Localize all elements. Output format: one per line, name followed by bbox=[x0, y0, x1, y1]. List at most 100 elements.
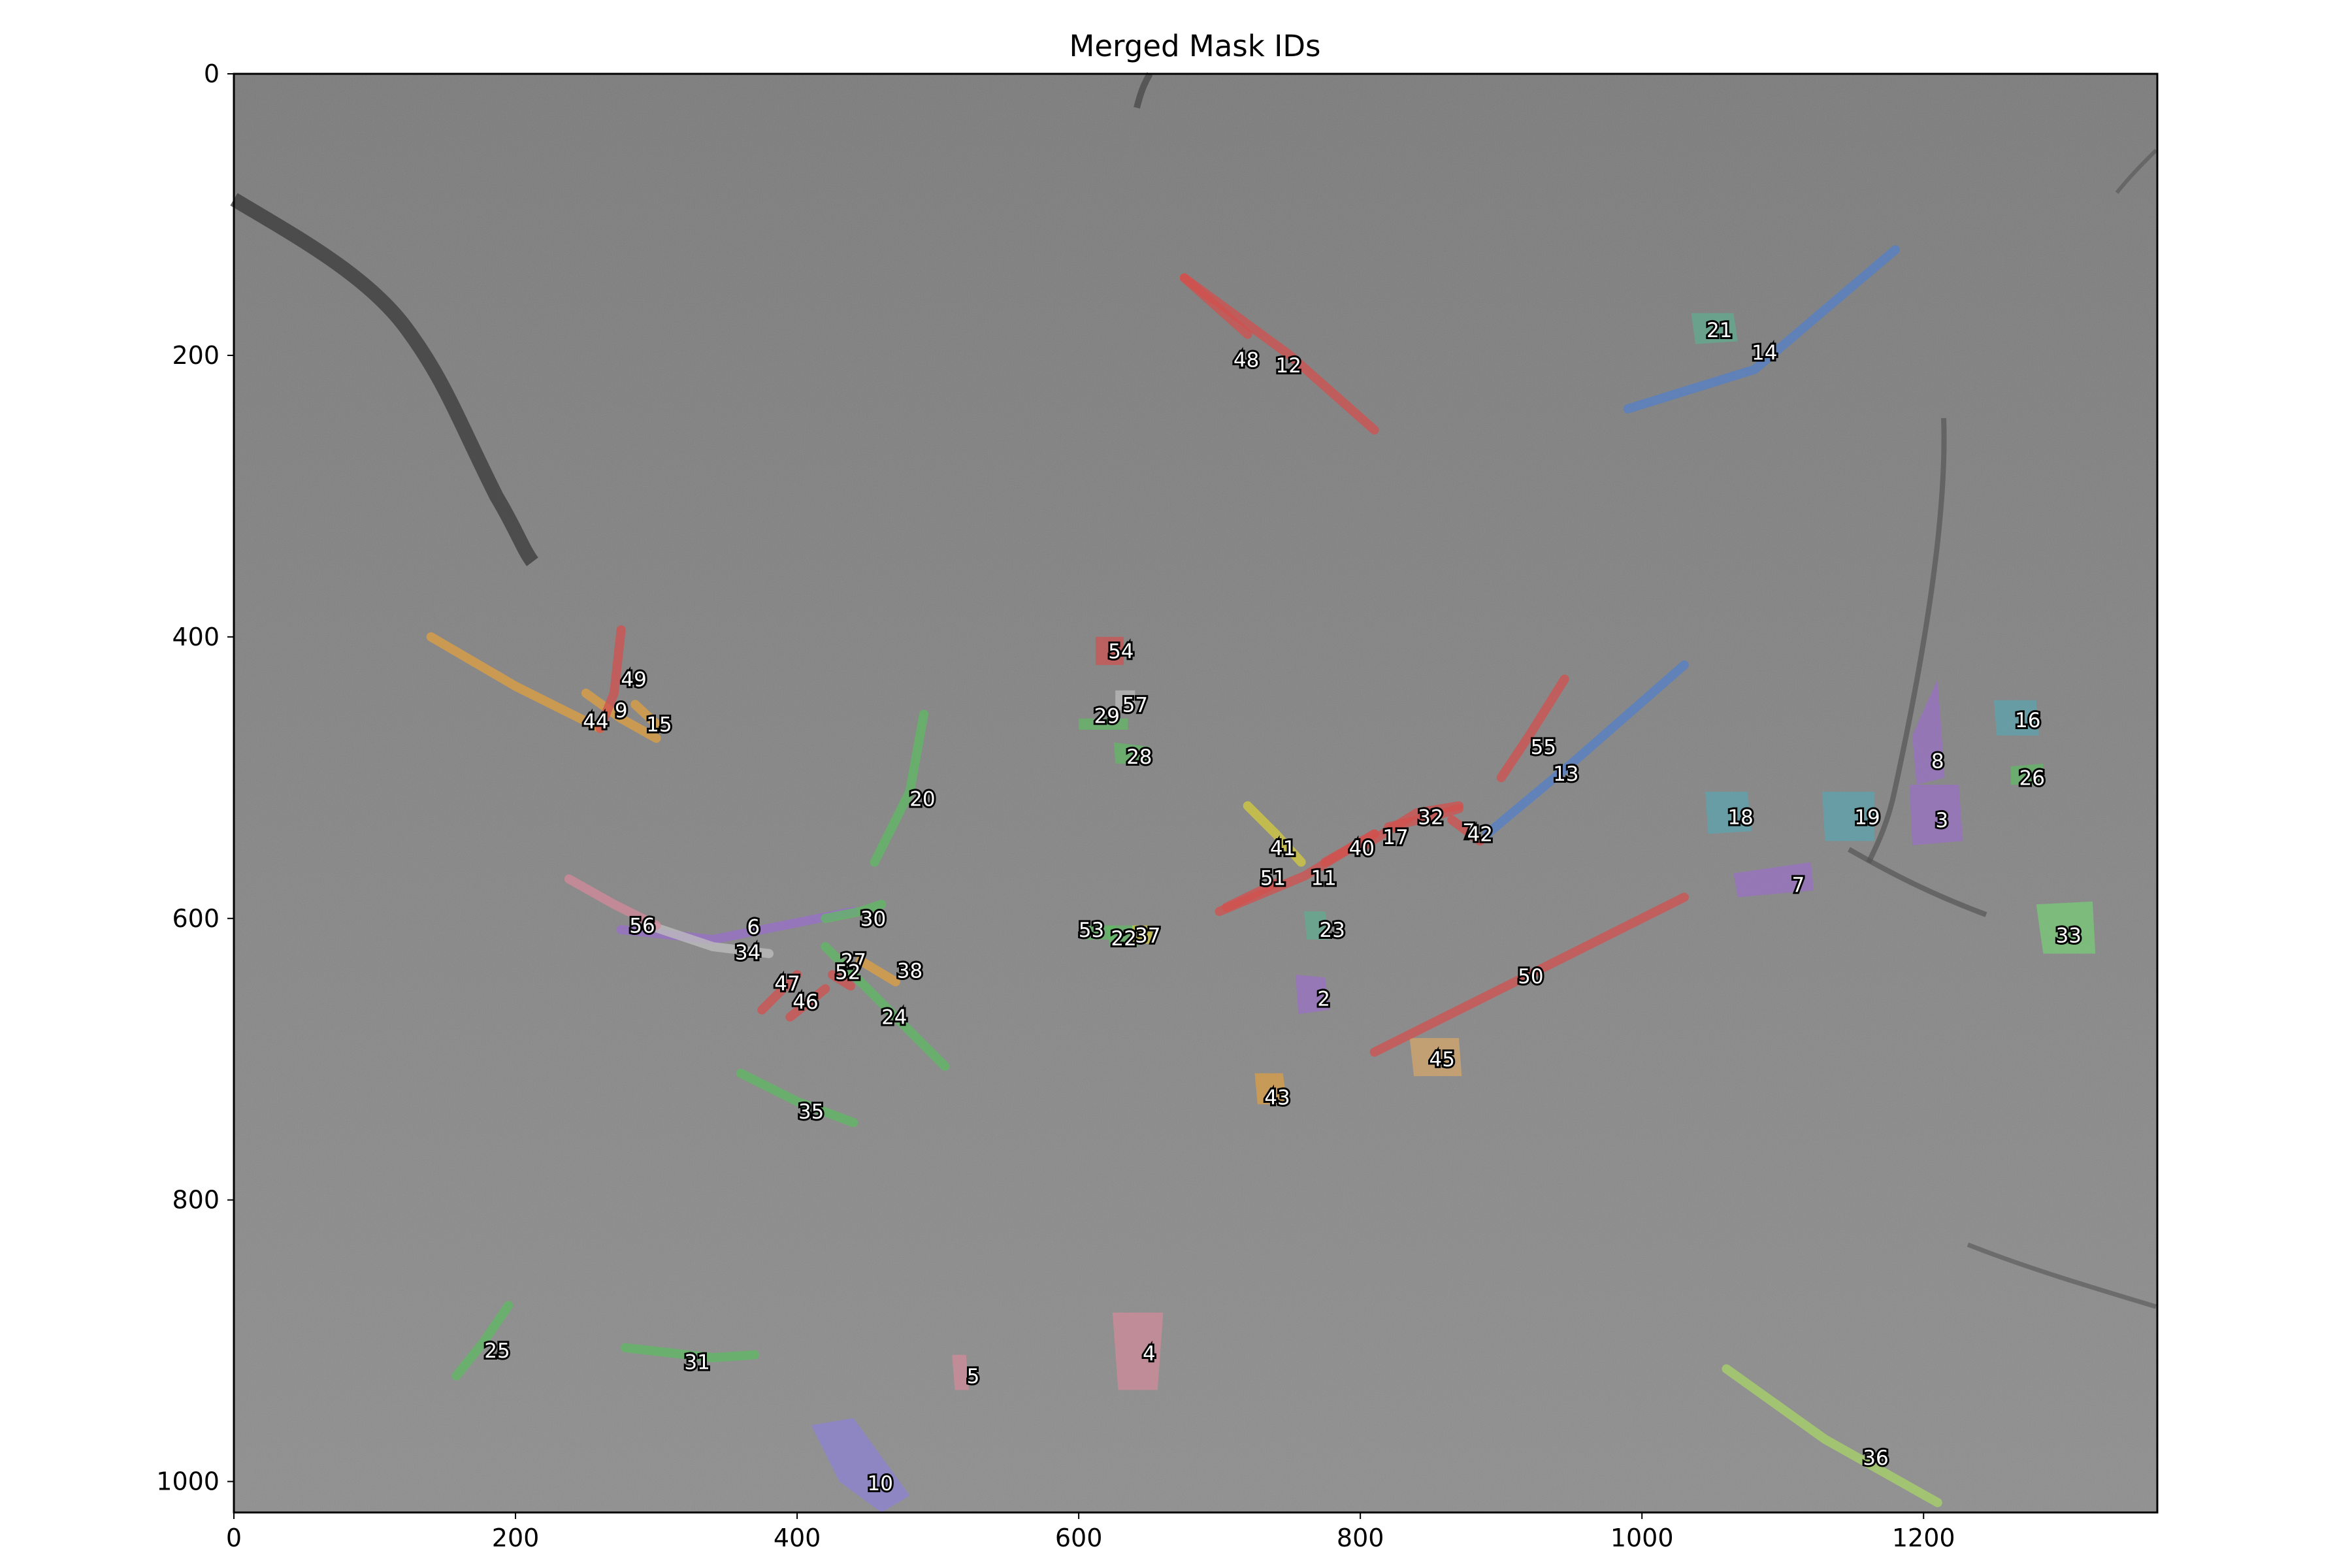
mask-34 bbox=[644, 921, 774, 958]
mask-label-31: 31 bbox=[684, 1351, 710, 1375]
mask-52 bbox=[828, 970, 855, 991]
y-tick-label: 200 bbox=[172, 341, 220, 370]
chart-title: Merged Mask IDs bbox=[1070, 29, 1321, 63]
mask-38 bbox=[856, 956, 900, 987]
mask-32 bbox=[1384, 804, 1463, 832]
mask-47 bbox=[757, 970, 802, 1015]
mask-label-38: 38 bbox=[897, 960, 923, 983]
mask-13 bbox=[1482, 660, 1689, 839]
x-tick-label: 400 bbox=[774, 1524, 821, 1552]
mask-21 bbox=[1691, 313, 1738, 344]
mask-label-41: 41 bbox=[1270, 837, 1296, 860]
mask-7 bbox=[1733, 862, 1814, 898]
mask-53 bbox=[1085, 925, 1114, 940]
mask-2 bbox=[1296, 974, 1330, 1015]
mask-label-14: 14 bbox=[1752, 342, 1777, 365]
mask-label-9: 9 bbox=[615, 699, 628, 723]
mask-label-8: 8 bbox=[1931, 749, 1944, 773]
mask-label-13: 13 bbox=[1553, 762, 1578, 786]
plot-frame bbox=[233, 73, 2159, 1514]
mask-label-6: 6 bbox=[747, 916, 760, 939]
mask-label-25: 25 bbox=[484, 1339, 510, 1363]
y-tick-label: 0 bbox=[204, 59, 220, 88]
mask-4 bbox=[1112, 1313, 1164, 1390]
mask-41 bbox=[1243, 801, 1306, 867]
mask-label-26: 26 bbox=[2019, 766, 2044, 790]
mask-label-44: 44 bbox=[583, 710, 608, 734]
mask-label-43: 43 bbox=[1264, 1086, 1290, 1109]
mask-46 bbox=[785, 984, 830, 1022]
background-fiber bbox=[230, 193, 538, 566]
mask-8 bbox=[1912, 679, 1945, 785]
mask-5 bbox=[952, 1354, 969, 1390]
mask-label-19: 19 bbox=[1854, 806, 1880, 830]
mask-label-28: 28 bbox=[1126, 745, 1152, 769]
y-tick-label: 400 bbox=[172, 623, 220, 651]
mask-label-33: 33 bbox=[2055, 924, 2081, 948]
x-tick-label: 1000 bbox=[1610, 1524, 1674, 1552]
mask-24 bbox=[849, 970, 950, 1071]
mask-30 bbox=[821, 900, 887, 923]
mask-layer bbox=[426, 245, 2096, 1512]
mask-37 bbox=[1132, 925, 1152, 944]
mask-22 bbox=[1107, 925, 1138, 947]
mask-20 bbox=[870, 710, 928, 867]
mask-35 bbox=[736, 1068, 858, 1128]
background-fiber bbox=[1134, 72, 1153, 109]
mask-55 bbox=[1496, 674, 1569, 783]
mask-15 bbox=[630, 700, 661, 729]
mask-25 bbox=[451, 1301, 514, 1380]
mask-label-21: 21 bbox=[1707, 319, 1732, 342]
mask-label-29: 29 bbox=[1094, 705, 1119, 728]
mask-45 bbox=[1409, 1037, 1462, 1077]
background-fiber bbox=[2115, 148, 2158, 194]
mask-label-36: 36 bbox=[1863, 1446, 1888, 1470]
mask-14 bbox=[1623, 245, 1901, 414]
mask-label-2: 2 bbox=[1317, 988, 1330, 1011]
background-fiber bbox=[1848, 847, 1987, 917]
mask-27 bbox=[821, 941, 858, 979]
x-tick-label: 1200 bbox=[1892, 1524, 1955, 1552]
mask-50 bbox=[1369, 892, 1689, 1057]
mask-57 bbox=[1115, 690, 1135, 710]
mask-28 bbox=[1114, 742, 1149, 764]
mask-3 bbox=[1909, 785, 1963, 845]
y-tick-label: 1000 bbox=[156, 1467, 220, 1496]
mask-56 bbox=[564, 874, 661, 930]
mask-label-52: 52 bbox=[835, 961, 860, 985]
mask-18 bbox=[1705, 791, 1752, 834]
mask-label-37: 37 bbox=[1135, 924, 1160, 948]
mask-label-34: 34 bbox=[735, 941, 760, 965]
mask-label-4: 4 bbox=[1143, 1343, 1156, 1366]
mask-49 bbox=[595, 625, 626, 733]
y-tick-label: 600 bbox=[172, 904, 220, 933]
mask-label-35: 35 bbox=[798, 1100, 824, 1124]
mask-9 bbox=[581, 689, 661, 743]
x-axis: 0 200 400 600 800 1000 1200 bbox=[226, 1512, 1955, 1552]
mask-label-3: 3 bbox=[1935, 809, 1948, 832]
mask-label-55: 55 bbox=[1531, 736, 1556, 759]
mask-label-22: 22 bbox=[1111, 927, 1136, 951]
mask-48 bbox=[1179, 273, 1252, 339]
mask-33 bbox=[2036, 901, 2096, 954]
background-fiber bbox=[1967, 1242, 2157, 1309]
mask-label-11: 11 bbox=[1311, 866, 1336, 890]
mask-31 bbox=[621, 1343, 760, 1362]
mask-label-56: 56 bbox=[629, 915, 655, 938]
y-axis: 0 200 400 600 800 1000 bbox=[156, 59, 234, 1496]
mask-label-42: 42 bbox=[1467, 823, 1493, 847]
mask-label-7: 7 bbox=[1792, 874, 1805, 897]
y-tick-label: 800 bbox=[172, 1186, 220, 1215]
mask-44 bbox=[426, 632, 605, 733]
mask-42 bbox=[1447, 815, 1485, 846]
mask-label-50: 50 bbox=[1518, 965, 1543, 988]
mask-26 bbox=[2010, 763, 2044, 785]
mask-29 bbox=[1079, 718, 1128, 730]
x-tick-label: 200 bbox=[492, 1524, 540, 1552]
mask-label-53: 53 bbox=[1079, 919, 1104, 942]
x-tick-label: 0 bbox=[226, 1524, 242, 1552]
mask-label-18: 18 bbox=[1727, 806, 1753, 830]
mask-19 bbox=[1822, 791, 1874, 841]
